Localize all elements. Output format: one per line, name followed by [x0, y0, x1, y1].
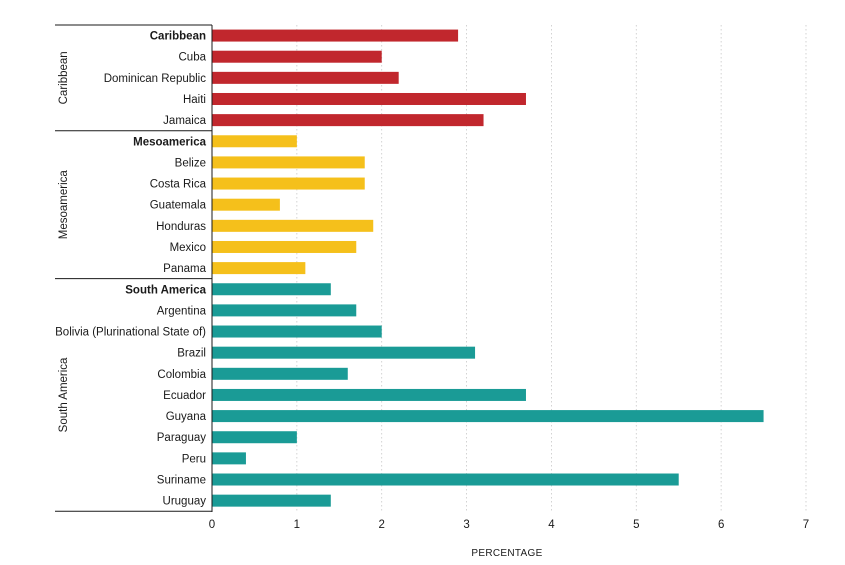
- x-axis-ticks: 0 1 2 3 4 5 6 7: [209, 519, 809, 531]
- bar: [212, 156, 365, 169]
- x-tick-label: 6: [718, 519, 724, 531]
- bar: [212, 177, 365, 190]
- x-tick-label: 7: [803, 519, 809, 531]
- group-label: South America: [58, 357, 70, 432]
- group-labels: Caribbean Mesoamerica South America: [55, 24, 212, 512]
- category-label: Guatemala: [150, 200, 207, 212]
- category-label: Caribbean: [150, 31, 206, 43]
- category-label: Jamaica: [163, 115, 206, 127]
- bar: [212, 410, 764, 423]
- x-tick-label: 2: [379, 519, 385, 531]
- category-labels: Caribbean Cuba Dominican Republic Haiti Jama…: [55, 31, 206, 508]
- bar: [212, 431, 297, 444]
- group-label: Mesoamerica: [58, 170, 70, 240]
- category-label: Paraguay: [157, 432, 206, 444]
- category-label: Ecuador: [163, 390, 206, 402]
- category-label: Dominican Republic: [104, 73, 207, 85]
- bar: [212, 388, 526, 401]
- category-label: Belize: [175, 157, 206, 169]
- x-tick-label: 4: [548, 519, 555, 531]
- category-label: Cuba: [179, 52, 207, 64]
- bar: [212, 50, 382, 63]
- category-label: Peru: [182, 453, 206, 465]
- category-label: Bolivia (Plurinational State of): [55, 327, 206, 339]
- category-label: Guyana: [166, 411, 207, 423]
- bar: [212, 473, 679, 486]
- bar: [212, 262, 306, 275]
- bars: [212, 29, 764, 507]
- bar: [212, 367, 348, 380]
- category-label: Colombia: [157, 369, 206, 381]
- bar: [212, 135, 297, 148]
- bar: [212, 71, 399, 84]
- bar: [212, 304, 357, 317]
- bar: [212, 494, 331, 507]
- category-label: South America: [125, 284, 206, 296]
- bar: [212, 240, 357, 253]
- x-tick-label: 3: [463, 519, 469, 531]
- category-label: Honduras: [156, 221, 206, 233]
- bar: [212, 219, 374, 232]
- gridlines: [296, 25, 807, 512]
- x-tick-label: 5: [633, 519, 639, 531]
- category-label: Suriname: [157, 475, 206, 487]
- bar: [212, 325, 382, 338]
- bar: [212, 92, 526, 105]
- x-tick-label: 1: [294, 519, 300, 531]
- category-label: Uruguay: [163, 496, 207, 508]
- bar: [212, 346, 476, 359]
- category-label: Haiti: [183, 94, 206, 106]
- group-label: Caribbean: [58, 51, 70, 104]
- bar: [212, 29, 459, 42]
- category-label: Argentina: [157, 305, 207, 317]
- category-label: Brazil: [177, 348, 206, 360]
- category-label: Panama: [163, 263, 206, 275]
- category-label: Mesoamerica: [133, 136, 206, 148]
- x-axis-label: PERCENTAGE: [471, 548, 542, 559]
- bar: [212, 452, 246, 465]
- bar: [212, 283, 331, 296]
- bar: [212, 114, 484, 127]
- category-label: Mexico: [170, 242, 206, 254]
- bar: [212, 198, 280, 211]
- category-label: Costa Rica: [150, 179, 207, 191]
- x-tick-label: 0: [209, 519, 215, 531]
